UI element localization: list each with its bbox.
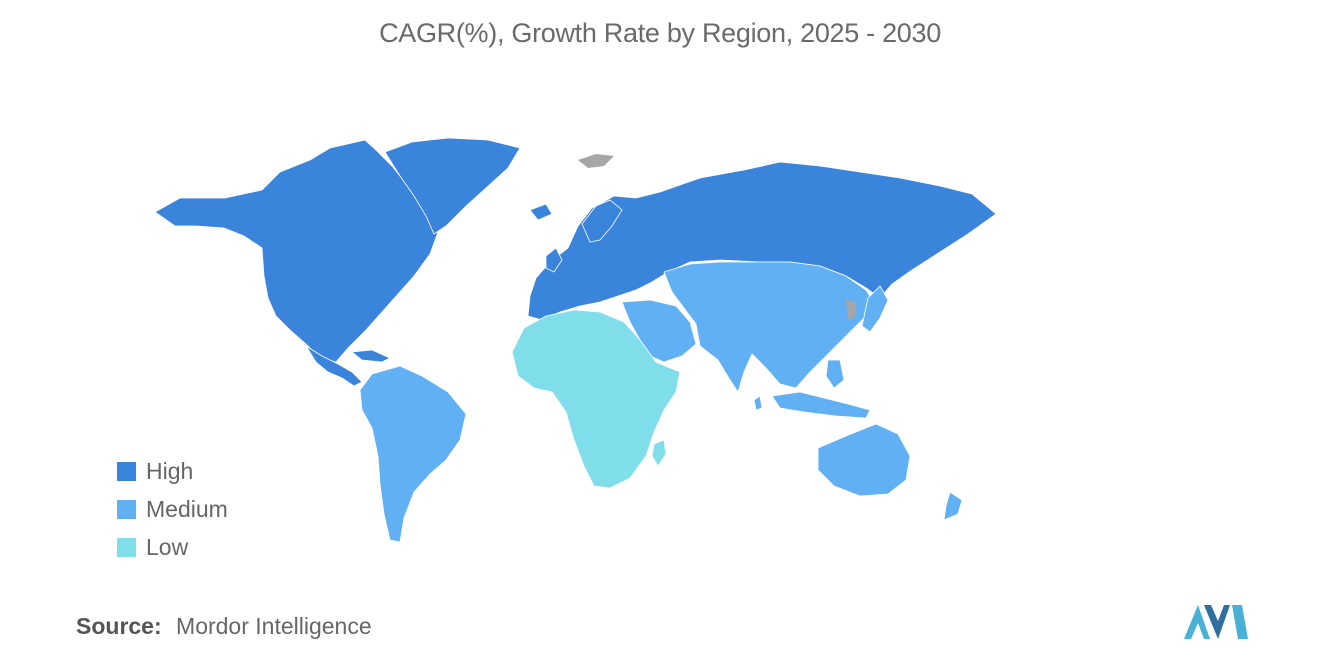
source-line: Source: Mordor Intelligence <box>76 613 372 640</box>
region-shape-caribbean <box>350 349 391 363</box>
region-shape-greenland <box>384 137 521 235</box>
region-shape-middle-east <box>621 299 697 363</box>
region-middle-east <box>621 299 697 363</box>
region-africa <box>511 309 681 489</box>
legend-item-medium: Medium <box>117 490 228 528</box>
mordor-intelligence-logo <box>1184 605 1248 639</box>
legend-swatch-high <box>117 461 136 481</box>
legend-label-low: Low <box>146 533 189 560</box>
region-europe-russia <box>527 161 997 321</box>
legend-swatch-low <box>117 537 136 557</box>
region-north-america <box>154 137 521 387</box>
region-asia-pacific <box>663 261 963 521</box>
chart-title: CAGR(%), Growth Rate by Region, 2025 - 2… <box>379 18 941 48</box>
legend-label-medium: Medium <box>146 495 228 522</box>
legend-swatch-medium <box>117 499 136 519</box>
region-shape-sri-lanka <box>753 395 763 411</box>
region-shape-philippines <box>825 359 845 389</box>
legend-item-low: Low <box>117 528 228 566</box>
legend-label-high: High <box>146 457 194 484</box>
region-shape-svalbard <box>578 154 614 168</box>
region-shape-korea <box>846 300 856 320</box>
region-shape-uk <box>545 247 563 273</box>
logo-mark-middle <box>1204 605 1230 639</box>
region-shape-iceland <box>529 203 553 221</box>
logo-mark-left <box>1184 605 1210 639</box>
region-shape-madagascar <box>651 439 667 467</box>
region-shape-south-america <box>359 365 467 543</box>
region-shape-central-america <box>305 345 363 387</box>
legend: High Medium Low <box>117 452 228 566</box>
region-shape-north-america <box>154 139 439 363</box>
region-shape-europe-russia <box>527 161 997 321</box>
region-shape-scandinavia <box>581 199 623 243</box>
region-shape-australia <box>817 423 911 497</box>
source-text: Mordor Intelligence <box>176 613 372 639</box>
region-no-data <box>578 154 856 320</box>
region-shape-japan <box>861 285 889 333</box>
region-latin-america <box>359 365 467 543</box>
logo-mark-right <box>1232 605 1248 639</box>
region-shape-new-zealand <box>943 491 963 521</box>
source-label: Source: <box>76 613 162 639</box>
region-shape-indonesia <box>771 391 871 419</box>
region-shape-asia <box>663 261 877 393</box>
legend-item-high: High <box>117 452 228 490</box>
region-shape-africa <box>511 309 681 489</box>
